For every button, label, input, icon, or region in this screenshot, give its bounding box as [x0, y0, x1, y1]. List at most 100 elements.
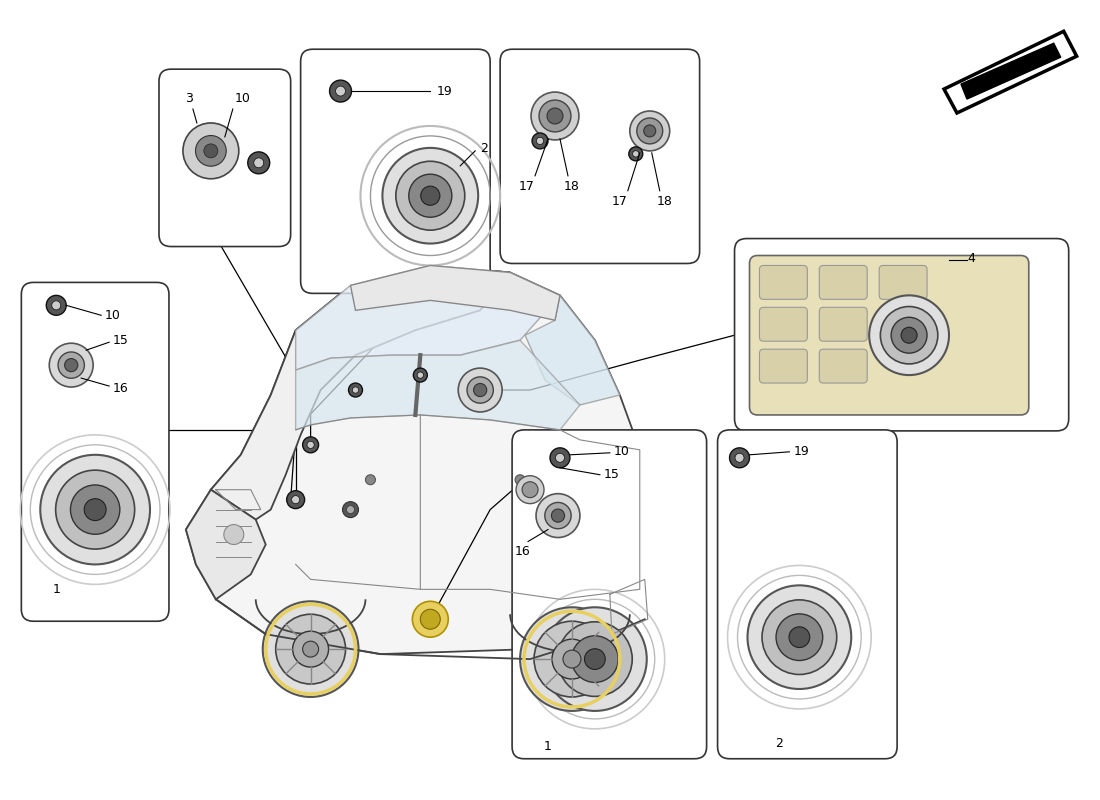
Polygon shape	[296, 266, 560, 370]
Text: 17: 17	[612, 194, 628, 208]
Text: since: since	[565, 559, 635, 599]
Circle shape	[584, 649, 605, 670]
Text: 19: 19	[793, 446, 810, 458]
Text: 4: 4	[967, 252, 975, 265]
Circle shape	[468, 377, 493, 403]
Text: 2: 2	[776, 738, 783, 750]
Circle shape	[41, 455, 150, 565]
Circle shape	[417, 372, 424, 378]
Circle shape	[263, 602, 359, 697]
Circle shape	[196, 135, 227, 166]
Circle shape	[644, 125, 656, 137]
Text: 16: 16	[514, 546, 530, 558]
Circle shape	[46, 295, 66, 315]
Circle shape	[551, 509, 564, 522]
Circle shape	[342, 502, 359, 518]
FancyBboxPatch shape	[759, 266, 807, 299]
Circle shape	[292, 496, 299, 504]
FancyBboxPatch shape	[513, 430, 706, 758]
Text: 1: 1	[53, 583, 60, 596]
Circle shape	[56, 470, 134, 549]
Circle shape	[293, 631, 329, 667]
Circle shape	[302, 437, 319, 453]
Circle shape	[330, 80, 352, 102]
Circle shape	[563, 650, 581, 668]
Text: 19: 19	[437, 85, 452, 98]
Circle shape	[520, 607, 624, 711]
Circle shape	[531, 92, 579, 140]
Circle shape	[58, 352, 85, 378]
Circle shape	[891, 318, 927, 353]
Circle shape	[550, 448, 570, 468]
Circle shape	[307, 442, 315, 449]
Circle shape	[420, 186, 440, 206]
Circle shape	[522, 482, 538, 498]
Circle shape	[346, 506, 354, 514]
Text: 18: 18	[657, 194, 672, 208]
Text: a parts: a parts	[327, 515, 434, 544]
Circle shape	[365, 474, 375, 485]
Circle shape	[349, 383, 363, 397]
Circle shape	[183, 123, 239, 178]
Circle shape	[543, 607, 647, 711]
Circle shape	[254, 158, 264, 168]
FancyBboxPatch shape	[160, 69, 290, 246]
Circle shape	[536, 494, 580, 538]
Circle shape	[474, 383, 487, 397]
FancyBboxPatch shape	[717, 430, 898, 758]
Circle shape	[789, 627, 810, 647]
Circle shape	[414, 368, 427, 382]
FancyBboxPatch shape	[300, 50, 491, 294]
Text: 1: 1	[544, 740, 552, 754]
Text: 3: 3	[185, 92, 192, 105]
Circle shape	[85, 498, 106, 521]
Polygon shape	[525, 295, 619, 405]
FancyBboxPatch shape	[759, 349, 807, 383]
Text: 18: 18	[564, 180, 580, 193]
Circle shape	[336, 86, 345, 96]
Circle shape	[412, 602, 449, 637]
Text: 10: 10	[614, 446, 629, 458]
Circle shape	[276, 614, 345, 684]
Text: 15: 15	[604, 468, 619, 482]
Text: 2: 2	[481, 142, 488, 155]
Circle shape	[302, 641, 319, 657]
FancyBboxPatch shape	[820, 349, 867, 383]
FancyBboxPatch shape	[735, 238, 1069, 431]
FancyBboxPatch shape	[820, 307, 867, 342]
Circle shape	[539, 100, 571, 132]
Circle shape	[629, 147, 642, 161]
Circle shape	[748, 586, 851, 689]
Circle shape	[459, 368, 502, 412]
Circle shape	[776, 614, 823, 661]
Circle shape	[248, 152, 270, 174]
Text: 1985: 1985	[574, 562, 705, 636]
Text: 16: 16	[113, 382, 129, 394]
Circle shape	[65, 358, 78, 372]
Circle shape	[544, 502, 571, 529]
Circle shape	[204, 144, 218, 158]
Polygon shape	[296, 340, 580, 430]
Circle shape	[50, 343, 94, 387]
Text: 10: 10	[106, 309, 121, 322]
Circle shape	[516, 476, 544, 504]
Circle shape	[409, 174, 452, 218]
Circle shape	[558, 622, 632, 697]
Circle shape	[880, 306, 938, 364]
Polygon shape	[211, 266, 510, 519]
Circle shape	[534, 622, 609, 697]
Text: 10: 10	[234, 92, 251, 105]
Circle shape	[420, 610, 440, 630]
FancyBboxPatch shape	[21, 282, 169, 622]
Polygon shape	[186, 490, 266, 599]
Circle shape	[572, 636, 618, 682]
FancyBboxPatch shape	[820, 266, 867, 299]
Circle shape	[735, 454, 744, 462]
FancyBboxPatch shape	[759, 307, 807, 342]
Circle shape	[762, 600, 837, 674]
Circle shape	[383, 148, 478, 243]
Circle shape	[637, 118, 662, 144]
FancyBboxPatch shape	[749, 255, 1028, 415]
Circle shape	[515, 474, 525, 485]
Circle shape	[52, 301, 60, 310]
